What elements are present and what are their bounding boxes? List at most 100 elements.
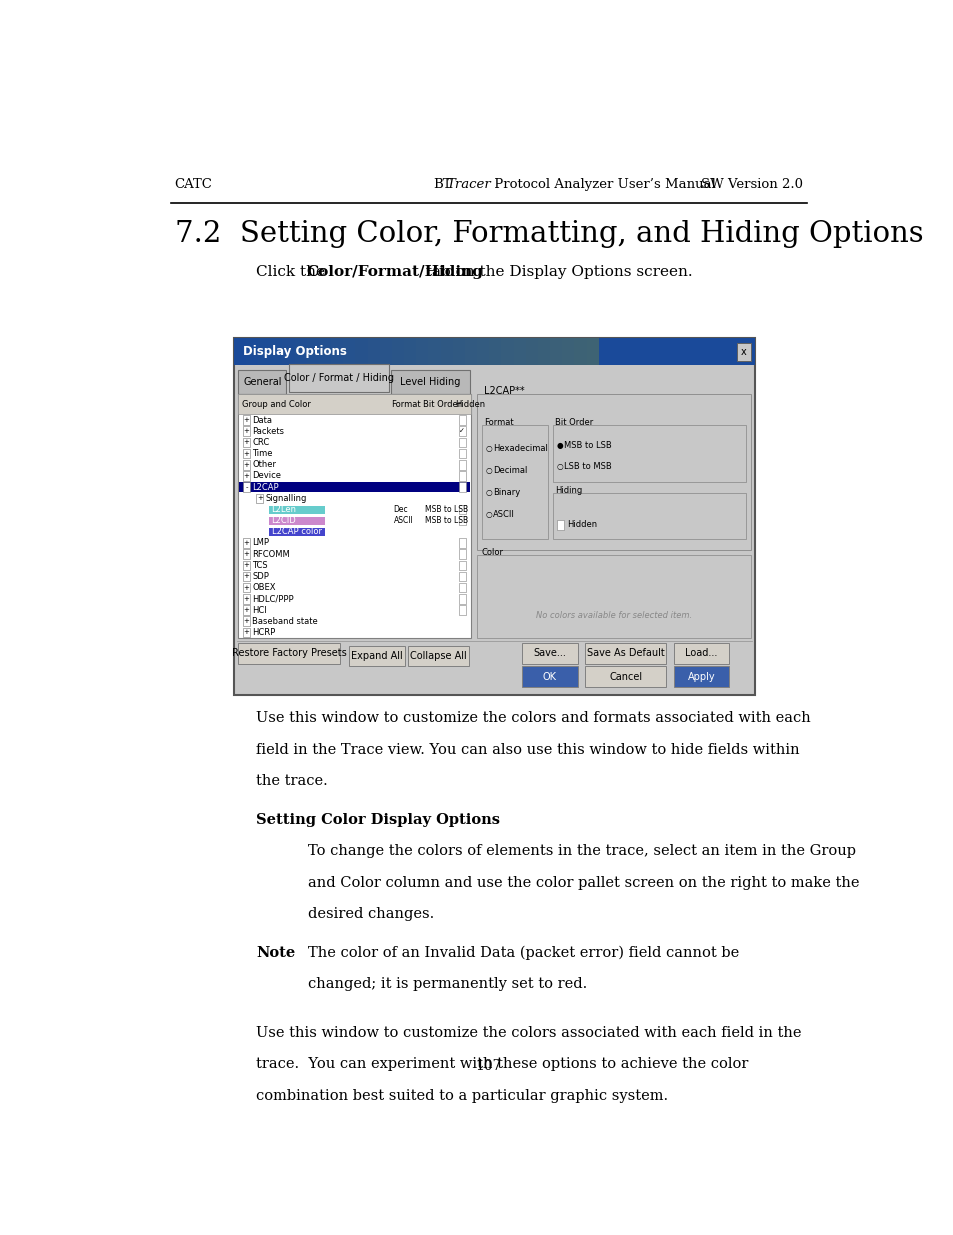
Text: +: +	[243, 608, 249, 613]
Text: field in the Trace view. You can also use this window to hide fields within: field in the Trace view. You can also us…	[255, 742, 799, 757]
Text: +: +	[243, 562, 249, 568]
FancyBboxPatch shape	[521, 667, 577, 688]
FancyBboxPatch shape	[343, 338, 355, 366]
Text: CRC: CRC	[252, 438, 270, 447]
Text: the trace.: the trace.	[255, 774, 328, 788]
Text: Expand All: Expand All	[351, 651, 402, 661]
Text: Use this window to customize the colors associated with each field in the: Use this window to customize the colors …	[255, 1026, 801, 1040]
FancyBboxPatch shape	[458, 605, 465, 615]
Text: L2CAP: L2CAP	[252, 483, 278, 492]
FancyBboxPatch shape	[416, 338, 428, 366]
Text: ASCII: ASCII	[493, 510, 515, 519]
FancyBboxPatch shape	[458, 448, 465, 458]
FancyBboxPatch shape	[584, 642, 665, 663]
FancyBboxPatch shape	[476, 394, 750, 551]
Text: L2CAP**: L2CAP**	[484, 387, 524, 396]
FancyBboxPatch shape	[458, 538, 465, 547]
Text: +: +	[243, 540, 249, 546]
Text: Save...: Save...	[533, 648, 566, 658]
Text: +: +	[256, 495, 262, 501]
Text: Cancel: Cancel	[609, 672, 641, 682]
FancyBboxPatch shape	[233, 338, 246, 366]
FancyBboxPatch shape	[242, 561, 250, 571]
Text: Restore Factory Presets: Restore Factory Presets	[232, 648, 346, 658]
Text: Device: Device	[252, 472, 281, 480]
Text: BT: BT	[433, 178, 452, 191]
FancyBboxPatch shape	[464, 338, 476, 366]
FancyBboxPatch shape	[242, 483, 250, 492]
Text: Save As Default: Save As Default	[586, 648, 664, 658]
Text: ○: ○	[485, 445, 492, 453]
FancyBboxPatch shape	[269, 517, 324, 525]
Text: 107: 107	[476, 1058, 501, 1072]
FancyBboxPatch shape	[550, 338, 561, 366]
Text: Hexadecimal: Hexadecimal	[493, 445, 548, 453]
FancyBboxPatch shape	[288, 364, 389, 391]
FancyBboxPatch shape	[242, 627, 250, 637]
FancyBboxPatch shape	[673, 667, 728, 688]
Text: Other: Other	[252, 461, 276, 469]
FancyBboxPatch shape	[294, 338, 307, 366]
Text: +: +	[243, 595, 249, 601]
FancyBboxPatch shape	[586, 338, 598, 366]
FancyBboxPatch shape	[537, 338, 550, 366]
Text: Display Options: Display Options	[242, 346, 346, 358]
Text: +: +	[243, 429, 249, 435]
Text: TCS: TCS	[252, 561, 268, 569]
Text: 7.2  Setting Color, Formatting, and Hiding Options: 7.2 Setting Color, Formatting, and Hidin…	[174, 220, 923, 248]
FancyBboxPatch shape	[561, 338, 574, 366]
FancyBboxPatch shape	[238, 394, 471, 638]
FancyBboxPatch shape	[521, 642, 577, 663]
Text: combination best suited to a particular graphic system.: combination best suited to a particular …	[255, 1089, 667, 1103]
Text: +: +	[243, 619, 249, 624]
FancyBboxPatch shape	[557, 520, 564, 530]
FancyBboxPatch shape	[242, 605, 250, 615]
FancyBboxPatch shape	[242, 583, 250, 593]
FancyBboxPatch shape	[513, 338, 525, 366]
Text: Packets: Packets	[252, 427, 284, 436]
FancyBboxPatch shape	[673, 642, 728, 663]
Text: MSB to LSB: MSB to LSB	[424, 516, 467, 525]
Text: +: +	[243, 462, 249, 468]
FancyBboxPatch shape	[255, 494, 263, 503]
FancyBboxPatch shape	[736, 343, 750, 361]
Text: Protocol Analyzer User’s Manual: Protocol Analyzer User’s Manual	[489, 178, 715, 191]
Text: L2CAP color: L2CAP color	[272, 527, 321, 536]
Text: Level Hiding: Level Hiding	[400, 377, 460, 387]
Text: SW Version 2.0: SW Version 2.0	[700, 178, 802, 191]
Text: Color: Color	[481, 548, 503, 557]
FancyBboxPatch shape	[458, 437, 465, 447]
Text: ○: ○	[485, 488, 492, 496]
Text: +: +	[243, 417, 249, 424]
FancyBboxPatch shape	[242, 459, 250, 469]
FancyBboxPatch shape	[584, 667, 665, 688]
FancyBboxPatch shape	[458, 561, 465, 571]
FancyBboxPatch shape	[238, 369, 286, 394]
FancyBboxPatch shape	[408, 646, 469, 667]
Text: HCI: HCI	[252, 605, 267, 615]
FancyBboxPatch shape	[239, 482, 470, 492]
FancyBboxPatch shape	[428, 338, 440, 366]
FancyBboxPatch shape	[349, 646, 404, 667]
FancyBboxPatch shape	[525, 338, 537, 366]
FancyBboxPatch shape	[270, 338, 282, 366]
Text: ●: ●	[557, 441, 563, 451]
Text: Hiding: Hiding	[555, 487, 582, 495]
FancyBboxPatch shape	[458, 583, 465, 593]
Text: Apply: Apply	[687, 672, 715, 682]
FancyBboxPatch shape	[458, 483, 465, 492]
FancyBboxPatch shape	[552, 425, 745, 482]
FancyBboxPatch shape	[242, 448, 250, 458]
FancyBboxPatch shape	[355, 338, 367, 366]
Text: ✓: ✓	[459, 429, 465, 435]
Text: Format: Format	[391, 399, 420, 409]
Text: ○: ○	[557, 462, 563, 472]
FancyBboxPatch shape	[489, 338, 501, 366]
Text: Group and Color: Group and Color	[242, 399, 311, 409]
FancyBboxPatch shape	[307, 338, 318, 366]
FancyBboxPatch shape	[476, 338, 489, 366]
FancyBboxPatch shape	[574, 338, 586, 366]
Text: No colors available for selected item.: No colors available for selected item.	[536, 611, 691, 620]
Text: The color of an Invalid Data (packet error) field cannot be: The color of an Invalid Data (packet err…	[308, 946, 739, 961]
FancyBboxPatch shape	[269, 506, 324, 514]
